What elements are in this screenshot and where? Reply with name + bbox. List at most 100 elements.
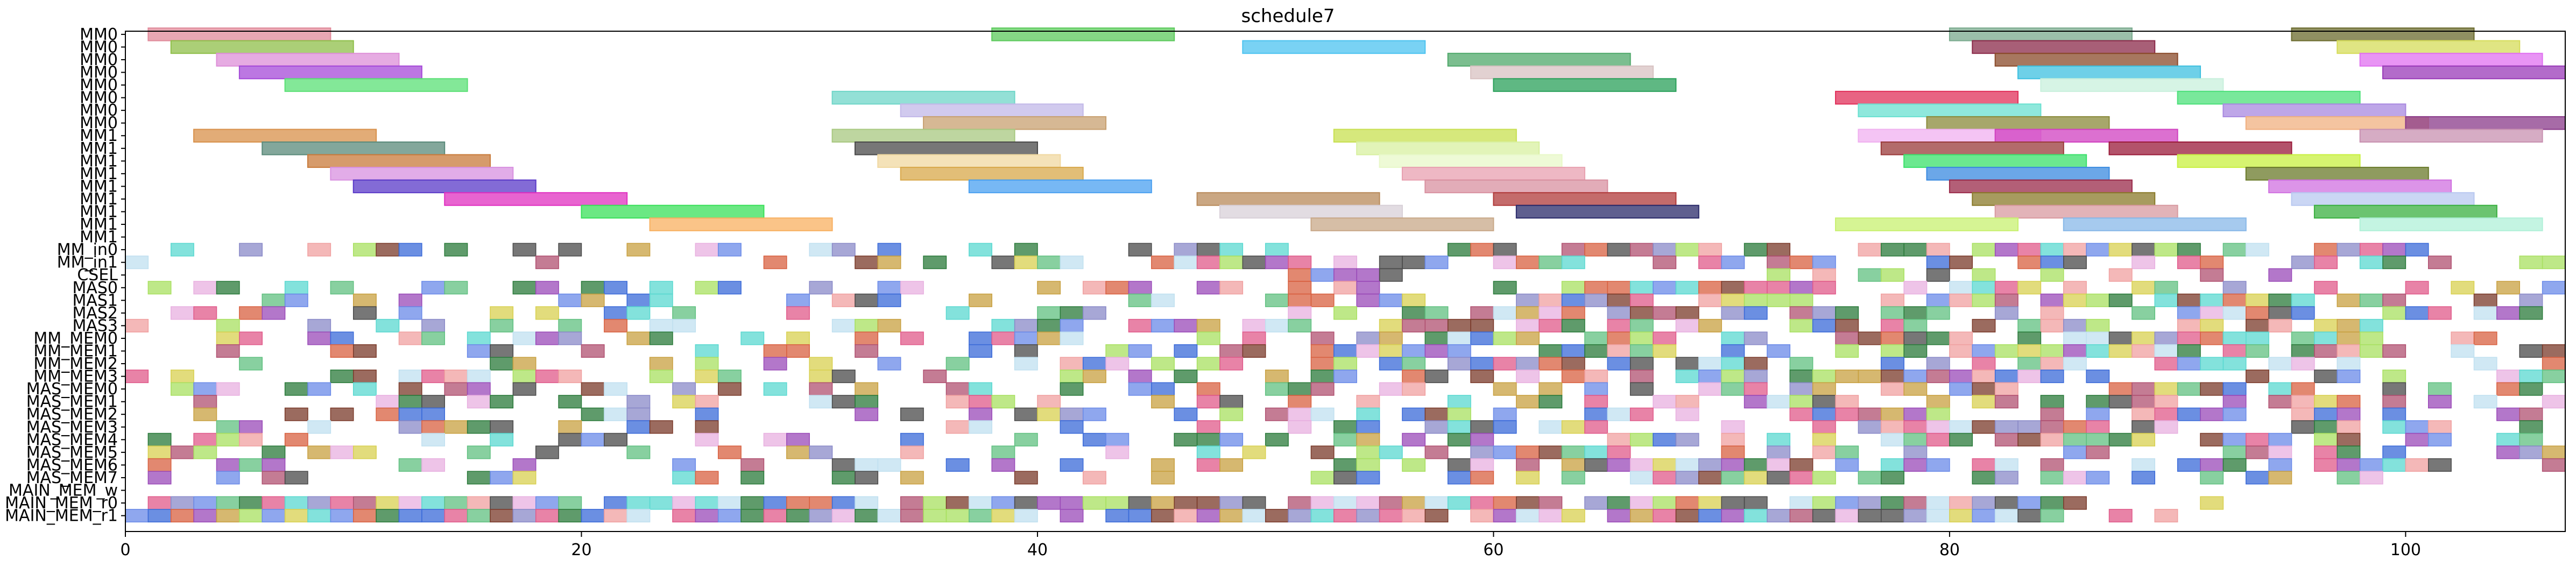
task-block — [945, 496, 970, 510]
task-block — [1789, 318, 1813, 332]
task-block — [900, 509, 924, 523]
task-block — [1835, 318, 1859, 332]
task-block — [1789, 407, 1813, 421]
task-block — [945, 357, 970, 371]
task-block — [1972, 471, 1996, 485]
task-block — [877, 293, 901, 307]
task-block — [1561, 357, 1585, 371]
task-block — [626, 331, 651, 345]
task-block — [147, 433, 172, 446]
task-block — [695, 407, 719, 421]
task-block — [1242, 256, 1266, 270]
task-block — [1607, 293, 1631, 307]
task-block — [1402, 344, 1426, 358]
task-block — [2359, 293, 2383, 307]
task-block — [991, 318, 1015, 332]
task-block — [1675, 395, 1699, 409]
task-block — [1835, 509, 1859, 523]
task-block — [1105, 496, 1130, 510]
task-block — [2451, 331, 2475, 345]
task-block — [1516, 318, 1540, 332]
task-block — [1675, 357, 1699, 371]
task-block — [1516, 445, 1540, 459]
task-block — [2108, 382, 2133, 396]
task-block — [672, 318, 696, 332]
task-block — [969, 420, 992, 434]
task-block — [1424, 318, 1449, 332]
task-block — [2337, 471, 2361, 485]
task-block — [2382, 445, 2406, 459]
task-block — [376, 395, 400, 409]
task-block — [2246, 243, 2269, 257]
task-block — [2040, 471, 2064, 485]
task-block — [216, 509, 240, 523]
task-block — [193, 281, 217, 295]
task-block — [2108, 433, 2133, 446]
task-block — [1835, 496, 1859, 510]
task-block — [1561, 318, 1585, 332]
task-block — [2405, 306, 2429, 320]
task-block — [376, 407, 400, 421]
task-block — [1949, 433, 1973, 446]
task-block — [2200, 268, 2224, 282]
task-bar — [2382, 65, 2566, 80]
task-block — [421, 420, 445, 434]
task-block — [1675, 370, 1699, 384]
task-block — [1858, 509, 1882, 523]
task-block — [1493, 331, 1517, 345]
task-block — [535, 331, 559, 345]
task-block — [1060, 306, 1084, 320]
task-block — [581, 344, 605, 358]
task-block — [330, 496, 354, 510]
task-block — [1721, 509, 1745, 523]
small-blocks-layer — [125, 243, 2566, 523]
task-block — [1994, 496, 2019, 510]
task-block — [1424, 256, 1449, 270]
task-block — [2154, 331, 2178, 345]
task-block — [1698, 281, 1722, 295]
task-block — [1561, 445, 1585, 459]
task-block — [239, 509, 263, 523]
row-label: MM1 — [80, 177, 118, 196]
task-bar — [1424, 179, 1608, 194]
task-block — [2200, 306, 2224, 320]
task-block — [1265, 293, 1289, 307]
task-block — [2291, 357, 2315, 371]
task-block — [2132, 471, 2156, 485]
task-block — [1333, 268, 1357, 282]
task-block — [1037, 256, 1061, 270]
task-block — [1310, 471, 1335, 485]
task-block — [1014, 496, 1038, 510]
task-block — [2542, 344, 2566, 358]
task-block — [284, 382, 308, 396]
task-block — [2154, 357, 2178, 371]
task-block — [2086, 370, 2110, 384]
task-block — [170, 496, 194, 510]
task-block — [1538, 318, 1563, 332]
task-block — [2268, 433, 2292, 446]
task-block — [193, 433, 217, 446]
task-block — [1105, 344, 1130, 358]
task-block — [2017, 496, 2042, 510]
task-block — [1333, 458, 1357, 472]
task-block — [581, 433, 605, 446]
task-block — [1174, 256, 1198, 270]
task-block — [1493, 306, 1517, 320]
task-block — [2314, 395, 2338, 409]
task-block — [945, 420, 970, 434]
task-block — [398, 496, 422, 510]
task-block — [147, 471, 172, 485]
task-block — [1698, 509, 1722, 523]
task-bar — [1926, 167, 2110, 181]
task-block — [1219, 458, 1244, 472]
task-bar — [2177, 154, 2361, 168]
task-block — [1698, 370, 1722, 384]
task-block — [2382, 256, 2406, 270]
task-block — [877, 256, 901, 270]
task-block — [1744, 306, 1768, 320]
task-block — [1881, 370, 1904, 384]
task-block — [558, 318, 582, 332]
task-block — [1835, 306, 1859, 320]
task-block — [2108, 395, 2133, 409]
